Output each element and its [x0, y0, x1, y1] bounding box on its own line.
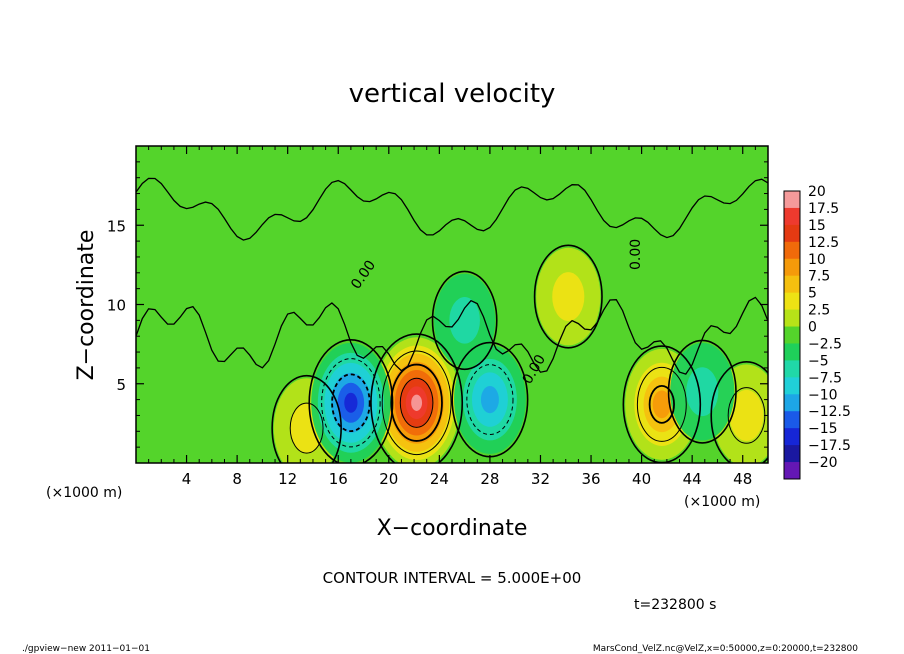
velocity-level	[411, 394, 423, 411]
updraft-cell	[373, 337, 461, 463]
contour-line	[321, 358, 381, 448]
colorbar-label: −20	[808, 455, 838, 471]
x-unit-label-left: (×1000 m)	[46, 485, 122, 501]
tick-marks	[136, 146, 768, 463]
contour-line	[636, 366, 687, 442]
velocity-level	[652, 390, 671, 419]
colorbar-label: 10	[808, 252, 826, 268]
colorbar-swatch	[784, 207, 800, 226]
x-axis-label: X−coordinate	[377, 516, 528, 541]
colorbar-frame	[783, 190, 801, 480]
contour-line	[289, 402, 324, 454]
downdraft-cell	[670, 342, 735, 441]
colorbar-label: 7.5	[808, 269, 830, 285]
zero-contour	[136, 296, 768, 375]
colorbar-label: −7.5	[808, 370, 842, 386]
colorbar-swatch	[784, 326, 800, 344]
contour-label: 0.00	[628, 239, 644, 270]
colorbar-swatch	[784, 292, 800, 311]
zero-contour	[136, 177, 768, 241]
x-tick-label: 12	[278, 470, 297, 488]
zero-contour	[271, 374, 342, 463]
velocity-level	[449, 297, 480, 344]
contour-line	[466, 364, 514, 436]
colorbar-label: −17.5	[808, 438, 851, 454]
colorbar-label: −15	[808, 421, 838, 437]
colorbar-swatch	[784, 224, 800, 243]
x-tick-label: 8	[232, 470, 242, 488]
x-tick-label: 24	[430, 470, 449, 488]
colorbar-swatch	[784, 309, 800, 328]
zero-contour	[431, 270, 498, 371]
velocity-level	[480, 386, 499, 414]
velocity-field	[273, 247, 768, 463]
y-tick-labels: 5 10 15	[107, 217, 126, 394]
x-tick-label: 20	[379, 470, 398, 488]
colorbar-swatch	[784, 241, 800, 260]
colorbar-swatch	[784, 275, 800, 294]
x-tick-label: 36	[581, 470, 600, 488]
contour-line	[390, 363, 443, 442]
y-tick-label: 15	[107, 217, 126, 235]
chart-title: vertical velocity	[349, 79, 556, 109]
y-tick-label: 5	[116, 376, 126, 394]
colorbar-swatch	[784, 377, 800, 395]
colorbar-swatch	[784, 411, 800, 429]
colorbar-swatch	[784, 258, 800, 277]
footer-right: MarsCond_VelZ.nc@VelZ,x=0:50000,z=0:2000…	[593, 644, 858, 654]
x-tick-label: 16	[329, 470, 348, 488]
zero-contour	[710, 361, 768, 463]
downdraft-cell	[311, 342, 391, 463]
x-tick-label: 32	[531, 470, 550, 488]
colorbar-swatch	[784, 428, 800, 446]
x-tick-labels: 4 8 12 16 20 24 28 32 36 40 44 48	[182, 470, 752, 488]
colorbar: 2017.51512.5107.552.50−2.5−5−7.5−10−12.5…	[783, 184, 851, 480]
colorbar-label: 17.5	[808, 201, 839, 217]
x-tick-label: 40	[632, 470, 651, 488]
colorbar-swatch	[784, 191, 800, 209]
x-unit-label-right: (×1000 m)	[684, 494, 760, 510]
colorbar-label: −12.5	[808, 404, 851, 420]
colorbar-swatch	[784, 462, 800, 480]
zero-contour	[308, 339, 394, 463]
zero-contour	[370, 333, 464, 463]
footer-left: ./gpview−new 2011−01−01	[22, 644, 150, 654]
plot-area	[135, 145, 769, 464]
x-tick-label: 44	[683, 470, 702, 488]
downdraft-cell	[434, 273, 496, 367]
downdraft-cell	[454, 345, 526, 454]
colorbar-label: 15	[808, 218, 826, 234]
colorbar-swatch	[784, 445, 800, 463]
contour-line	[331, 373, 371, 433]
colorbar-label: 5	[808, 286, 817, 302]
velocity-level	[729, 389, 764, 441]
velocity-level	[686, 367, 719, 417]
colorbar-swatch	[784, 360, 800, 378]
velocity-level	[344, 392, 358, 413]
colorbar-label: 2.5	[808, 303, 830, 319]
y-tick-label: 10	[107, 297, 126, 315]
y-axis-label: Z−coordinate	[74, 230, 99, 381]
x-tick-label: 48	[733, 470, 752, 488]
colorbar-label: 12.5	[808, 235, 839, 251]
colorbar-swatch	[784, 343, 800, 361]
colorbar-label: −10	[808, 387, 838, 403]
colorbar-label: −2.5	[808, 336, 842, 352]
colorbar-label: −5	[808, 353, 829, 369]
contour-line	[648, 384, 675, 424]
colorbar-swatch	[784, 394, 800, 412]
contour-line	[381, 350, 452, 456]
colorbar-label: 0	[808, 320, 817, 336]
contour-line	[399, 377, 434, 428]
contour-interval-label: CONTOUR INTERVAL = 5.000E+00	[323, 569, 582, 587]
time-label: t=232800 s	[634, 597, 716, 613]
x-tick-label: 28	[480, 470, 499, 488]
x-tick-label: 4	[182, 470, 192, 488]
colorbar-label: 20	[808, 184, 826, 200]
velocity-level	[552, 272, 585, 321]
updraft-cell	[536, 247, 601, 346]
zero-contour	[533, 244, 603, 349]
